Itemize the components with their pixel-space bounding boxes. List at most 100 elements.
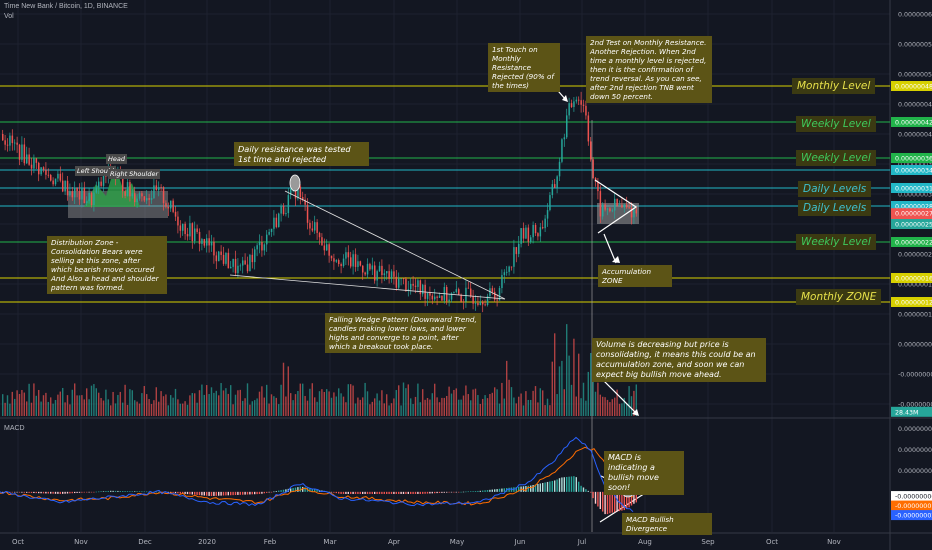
macd-bar [597, 491, 599, 507]
candle-body [210, 241, 213, 246]
volume-bar [556, 394, 558, 416]
macd-bar [455, 491, 457, 493]
macd-label-box [891, 510, 932, 521]
candle-body [522, 228, 525, 239]
volume-bar [441, 397, 443, 416]
volume-bar [328, 391, 330, 416]
candle-body [602, 204, 604, 217]
volume-bar [126, 404, 129, 416]
macd-bar [352, 491, 354, 494]
candle-body [498, 288, 501, 301]
candle-body [266, 234, 268, 245]
volume-bar [575, 396, 577, 416]
volume-bar [623, 397, 625, 416]
candle-body [191, 223, 194, 242]
candle-body [273, 217, 275, 229]
macd-bar [474, 491, 477, 492]
volume-bar [366, 391, 369, 416]
candle-body [491, 288, 494, 292]
candle-body [122, 175, 124, 192]
volume-bar [112, 391, 114, 416]
macd-bar [359, 491, 361, 494]
candle-body [47, 174, 50, 176]
volume-bar [592, 371, 594, 416]
volume-bar [40, 401, 42, 416]
volume-bar [618, 403, 621, 416]
candle-body [551, 184, 554, 196]
macd-bar [398, 491, 400, 494]
macd-bar [54, 491, 57, 494]
macd-bar [102, 491, 105, 492]
candle-body [618, 205, 621, 207]
volume-bar [98, 392, 100, 416]
accumulation-pointer-head [612, 256, 620, 263]
candle-body [578, 99, 580, 101]
macd-bar [263, 491, 265, 494]
time-tick-label: Aug [638, 538, 652, 546]
macd-bar [299, 486, 301, 492]
volume-bar [386, 394, 388, 416]
candle-body [69, 191, 71, 196]
macd-bar [609, 491, 611, 514]
macd-bar [90, 491, 93, 493]
candle-body [635, 209, 638, 214]
macd-tick-label: 0.00000002 [898, 468, 932, 475]
candle-body [347, 252, 350, 258]
volume-bar [501, 382, 503, 416]
candle-body [9, 135, 11, 146]
volume-bar [544, 405, 546, 416]
volume-bar [616, 389, 618, 416]
price-label-box [891, 273, 932, 283]
candle-body [26, 154, 28, 164]
macd-bar [402, 491, 405, 494]
macd-tick-label: 0.00000006 [898, 426, 932, 433]
candle-body [6, 144, 9, 146]
volume-bar [102, 400, 105, 416]
macd-bar [602, 491, 604, 512]
volume-bar [383, 403, 385, 416]
volume-bar [554, 333, 556, 416]
candle-body [606, 208, 609, 210]
volume-bar [33, 383, 35, 416]
volume-bar [227, 393, 229, 416]
candle-body [352, 254, 354, 267]
macd-bar [297, 487, 299, 492]
volume-bar [594, 391, 597, 416]
macd-bar [429, 491, 431, 494]
volume-bar [155, 387, 157, 416]
volume-bar [143, 386, 145, 416]
macd-bar [549, 481, 551, 492]
volume-bar [100, 398, 102, 416]
macd-bar [225, 491, 227, 496]
candle-body [628, 207, 630, 209]
macd-bar [292, 487, 294, 492]
volume-bar [131, 390, 133, 416]
volume-bar [203, 394, 205, 416]
volume-bar [376, 393, 378, 416]
macd-bar [362, 491, 364, 494]
candle-body [350, 257, 352, 267]
time-tick-label: Jul [577, 538, 587, 546]
macd-bar [626, 491, 628, 510]
volume-bar [191, 393, 193, 416]
candle-body [515, 247, 518, 254]
macd-bar [333, 491, 335, 493]
candle-body [227, 252, 230, 269]
candle-body [556, 176, 558, 188]
volume-bar [220, 383, 222, 416]
candle-body [450, 293, 453, 300]
candle-body [158, 187, 160, 191]
volume-bar [170, 395, 172, 416]
macd-bar [635, 491, 637, 503]
candle-body [573, 101, 575, 108]
candle-body [2, 134, 4, 141]
macd-bar [542, 482, 544, 492]
volume-bar [246, 383, 249, 416]
macd-bar [14, 491, 16, 493]
macd-bar [186, 491, 189, 495]
candle-body [62, 180, 64, 192]
macd-bar [405, 491, 407, 494]
candle-body [525, 227, 527, 239]
macd-bar [194, 491, 196, 495]
